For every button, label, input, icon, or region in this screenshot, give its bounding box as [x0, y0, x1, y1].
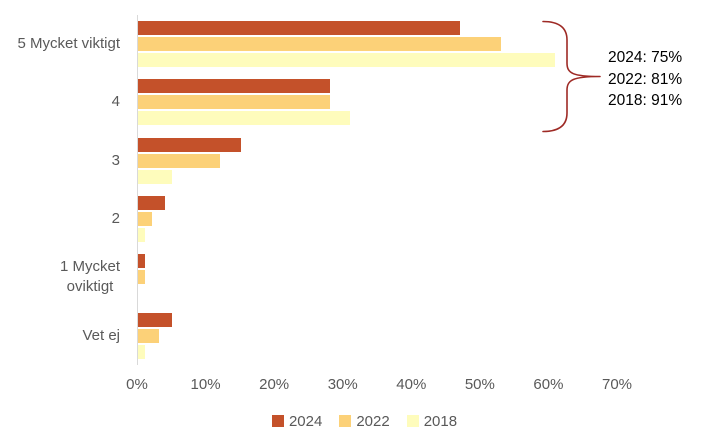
bar-group-6	[138, 307, 617, 365]
curly-brace-annotation	[542, 20, 601, 133]
x-tick-label-10pct: 10%	[190, 376, 221, 393]
category-label-text: 3	[111, 151, 120, 169]
bar-group-5	[138, 248, 617, 306]
category-label-4: 2	[0, 190, 120, 248]
legend-item-2022: 2022	[339, 412, 390, 430]
bar-2018-3	[138, 169, 173, 184]
annotation-text-block: 2024: 75% 2022: 81% 2018: 91%	[608, 47, 682, 112]
x-tick-label-40pct: 40%	[396, 376, 427, 393]
bar-2022-1	[138, 37, 501, 52]
x-tick-label-60pct: 60%	[533, 376, 564, 393]
curly-brace-path	[542, 20, 601, 133]
legend-swatch-icon	[339, 415, 352, 427]
legend-swatch-icon	[271, 415, 284, 427]
category-label-text: 1 Mycket oviktigt	[59, 258, 120, 296]
bar-2018-6	[138, 344, 145, 359]
x-axis-tick-labels: 0% 10% 20% 30% 40% 50% 60% 70%	[126, 376, 632, 394]
bar-2018-4	[138, 228, 145, 243]
bar-2024-2	[138, 79, 330, 94]
x-tick-label-70pct: 70%	[601, 376, 633, 393]
x-tick-label-50pct: 50%	[464, 376, 495, 393]
bar-2022-5	[138, 270, 145, 285]
category-axis: 5 Mycket viktigt 4 3 2 1 Mycket oviktigt Vet e…	[0, 15, 120, 365]
category-label-5: 1 Mycket oviktigt	[0, 248, 120, 306]
bar-2024-4	[138, 196, 166, 211]
legend-item-2024: 2024	[271, 412, 323, 430]
annotation-line-3: 2018: 91%	[608, 92, 683, 109]
category-label-1: 5 Mycket viktigt	[0, 15, 120, 73]
bar-group-1	[138, 15, 617, 73]
x-tick-label-0pct: 0%	[126, 376, 148, 393]
category-label-text: 2	[111, 210, 120, 228]
bar-2022-6	[138, 328, 159, 343]
annotation-line-2: 2022: 81%	[608, 70, 683, 88]
category-label-3: 3	[0, 132, 120, 190]
category-label-2: 4	[0, 73, 120, 131]
legend: 2024 2022 2018	[137, 411, 592, 431]
category-label-text: 4	[111, 93, 120, 111]
category-label-text: Vet ej	[82, 326, 120, 344]
bar-group-2	[138, 73, 617, 131]
legend-label: 2024	[288, 412, 323, 430]
legend-label: 2018	[423, 412, 458, 430]
bar-group-4	[138, 190, 617, 248]
bar-2022-3	[138, 153, 221, 168]
bar-2024-1	[138, 21, 460, 36]
bar-2022-4	[138, 212, 152, 227]
bar-2018-1	[138, 53, 556, 68]
category-label-text: 5 Mycket viktigt	[17, 35, 120, 53]
bar-2024-5	[138, 254, 145, 269]
bar-2022-2	[138, 95, 330, 110]
x-tick-label-20pct: 20%	[259, 376, 290, 393]
legend-item-2018: 2018	[406, 412, 458, 430]
legend-swatch-icon	[406, 415, 419, 427]
bar-2018-2	[138, 111, 351, 126]
x-tick-label-30pct: 30%	[327, 376, 358, 393]
bar-2024-3	[138, 137, 241, 152]
plot-area	[137, 15, 617, 365]
bar-2024-6	[138, 312, 173, 327]
category-label-6: Vet ej	[0, 307, 120, 365]
annotation-line-1: 2024: 75%	[608, 49, 683, 66]
bar-group-3	[138, 132, 617, 190]
legend-label: 2022	[356, 412, 390, 430]
